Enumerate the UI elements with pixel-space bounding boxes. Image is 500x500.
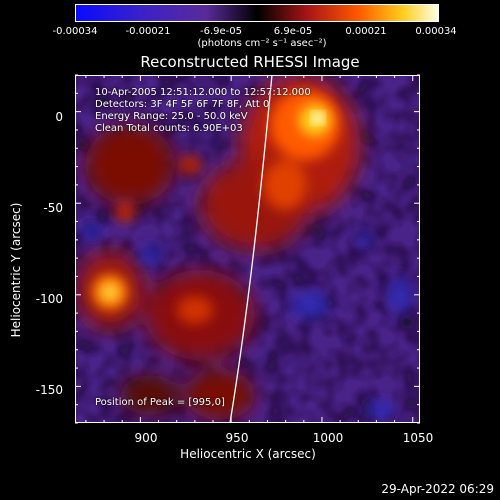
colorbar-tick-label: -0.00021 bbox=[125, 26, 171, 37]
info-energy-range: Energy Range: 25.0 - 50.0 keV bbox=[95, 111, 248, 122]
render-timestamp: 29-Apr-2022 06:29 bbox=[381, 482, 494, 496]
colorbar-tick-label: 6.9e-05 bbox=[273, 26, 313, 37]
x-tick-label: 950 bbox=[225, 431, 249, 445]
colorbar-tick-label: 0.00034 bbox=[415, 26, 457, 37]
y-tick-label: -150 bbox=[35, 383, 63, 397]
axis-ticks bbox=[75, 74, 420, 424]
colorbar-tick-label: -0.00034 bbox=[52, 26, 98, 37]
solar-limb-line bbox=[229, 75, 273, 423]
x-tick-label: 900 bbox=[134, 431, 158, 445]
image-area bbox=[75, 75, 420, 423]
x-tick-label: 1000 bbox=[312, 431, 344, 445]
y-axis-label: Heliocentric Y (arcsec) bbox=[9, 202, 23, 338]
colorbar-units: (photons cm⁻² s⁻¹ asec⁻²) bbox=[197, 38, 327, 49]
y-tick-label: 0 bbox=[55, 110, 63, 124]
peak-position-label: Position of Peak = [995,0] bbox=[95, 397, 225, 408]
info-detectors: Detectors: 3F 4F 5F 6F 7F 8F, Att 0 bbox=[95, 99, 270, 110]
y-tick-label: -50 bbox=[43, 201, 63, 215]
colorbar-tick-label: 0.00021 bbox=[345, 26, 387, 37]
x-tick-label: 1050 bbox=[402, 431, 434, 445]
info-time-range: 10-Apr-2005 12:51:12.000 to 12:57:12.000 bbox=[95, 87, 311, 98]
colorbar-gradient bbox=[75, 4, 439, 22]
info-clean-counts: Clean Total counts: 6.90E+03 bbox=[95, 123, 243, 134]
plot-frame bbox=[75, 75, 420, 423]
colorbar-tick-label: -6.9e-05 bbox=[200, 26, 242, 37]
y-tick-label: -100 bbox=[35, 292, 63, 306]
plot-title: Reconstructed RHESSI Image bbox=[140, 53, 360, 71]
x-axis-label: Heliocentric X (arcsec) bbox=[180, 447, 316, 461]
